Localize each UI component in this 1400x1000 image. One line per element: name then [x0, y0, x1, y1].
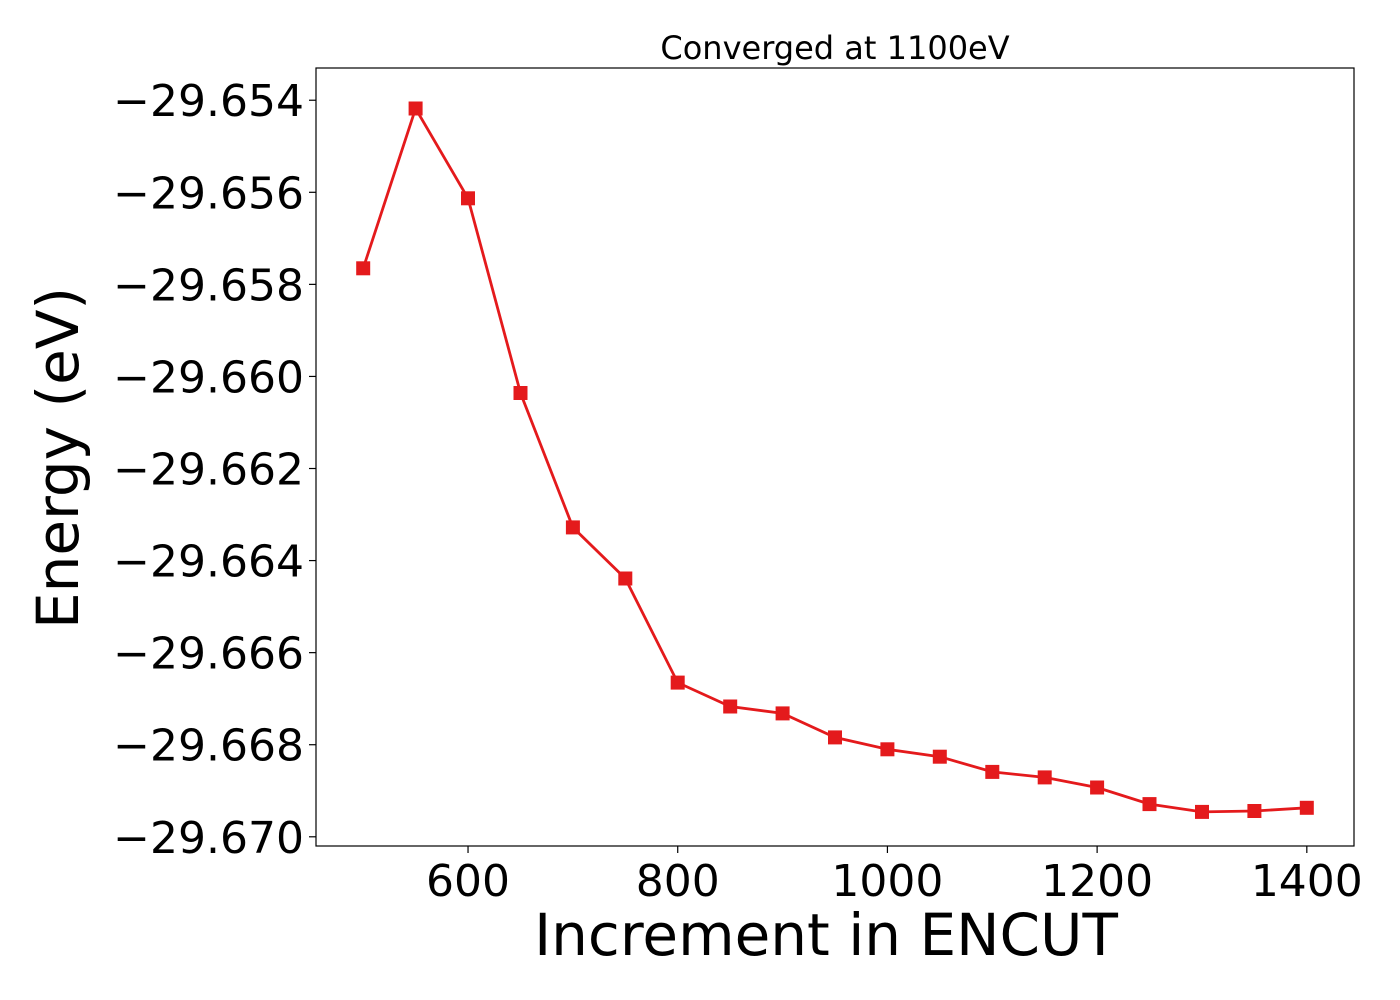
y-tick-label: −29.658: [113, 260, 304, 311]
data-point-marker: [408, 101, 423, 116]
y-axis-label: Energy (eV): [24, 287, 92, 629]
y-tick-label: −29.670: [113, 813, 304, 864]
data-point-marker: [1090, 780, 1105, 795]
chart-title: Converged at 1100eV: [660, 29, 1009, 67]
y-tick-label: −29.654: [113, 76, 304, 127]
data-point-marker: [565, 520, 580, 535]
series-markers: [356, 101, 1314, 819]
data-point-marker: [461, 191, 475, 206]
data-point-marker: [1247, 804, 1262, 818]
x-tick-label: 1000: [831, 856, 943, 907]
x-tick-label: 1200: [1041, 856, 1153, 907]
data-point-marker: [775, 706, 790, 721]
data-point-marker: [723, 699, 738, 714]
y-tick-label: −29.666: [113, 629, 304, 680]
series-line: [361, 105, 1307, 814]
data-point-marker: [985, 764, 1000, 779]
data-point-marker: [828, 730, 842, 745]
y-tick-label: −29.662: [113, 445, 304, 496]
data-point-marker: [1195, 804, 1209, 819]
y-tick-label: −29.656: [113, 168, 304, 219]
y-tick-label: −29.660: [113, 352, 304, 403]
x-axis-label: Increment in ENCUT: [534, 901, 1118, 969]
data-point-marker: [880, 742, 895, 757]
data-point-marker: [1037, 770, 1052, 785]
data-point-marker: [513, 386, 528, 400]
x-axis: 600 800 1000 1200 1400: [426, 846, 1363, 907]
y-tick-label: −29.664: [113, 537, 304, 588]
data-point-marker: [618, 571, 633, 586]
x-tick-label: 800: [636, 856, 720, 907]
data-point-marker: [1299, 800, 1314, 815]
x-tick-label: 1400: [1251, 856, 1363, 907]
plot-frame: [315, 67, 1355, 847]
x-tick-label: 600: [426, 856, 510, 907]
y-axis: −29.654 −29.656 −29.658 −29.660 −29.662 −29.6…: [113, 76, 316, 864]
data-point-marker: [356, 261, 371, 276]
y-tick-label: −29.668: [113, 721, 304, 772]
data-point-marker: [670, 675, 685, 690]
data-point-marker: [1142, 797, 1157, 812]
data-point-marker: [932, 749, 947, 764]
